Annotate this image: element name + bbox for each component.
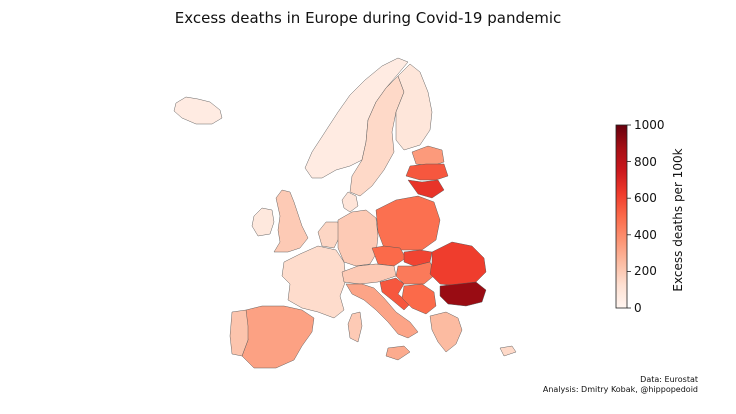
region-france — [281, 245, 347, 319]
region-spain — [241, 305, 315, 369]
region-finland — [395, 63, 433, 151]
region-benelux — [317, 221, 341, 249]
region-great-britain — [273, 189, 309, 253]
map-regions — [173, 57, 517, 369]
region-norway — [304, 57, 409, 179]
region-serbia-bosnia — [401, 283, 437, 315]
region-denmark — [341, 191, 359, 213]
region-romania — [429, 241, 487, 287]
analysis-credit: Analysis: Dmitry Kobak, @hippopedoid — [542, 385, 698, 394]
credits: Data: Eurostat Analysis: Dmitry Kobak, @… — [543, 375, 698, 395]
region-latvia — [405, 163, 449, 181]
colorbar — [615, 124, 628, 309]
region-estonia — [411, 145, 445, 167]
region-portugal — [229, 309, 249, 357]
region-sweden — [349, 75, 405, 197]
colorbar-tick-800: 800 — [634, 154, 657, 169]
colorbar-tick-600: 600 — [634, 191, 657, 206]
colorbar-label: Excess deaths per 100k — [671, 148, 685, 292]
colorbar-tick-0: 0 — [634, 301, 642, 315]
colorbar-tick-200: 200 — [634, 264, 657, 279]
region-austria-switzerland — [341, 263, 397, 285]
region-greece — [429, 311, 463, 353]
colorbar-tick-1000: 1000 — [634, 118, 665, 132]
colorbar-tick-400: 400 — [634, 227, 657, 242]
region-italy — [345, 283, 419, 339]
region-sicily — [385, 345, 411, 361]
data-source: Data: Eurostat — [640, 375, 698, 384]
region-ireland — [251, 207, 275, 237]
map-title: Excess deaths in Europe during Covid-19 … — [174, 9, 562, 27]
region-lithuania — [407, 179, 445, 199]
colorbar-ticks — [627, 124, 631, 309]
region-sardinia-corsica — [347, 311, 363, 343]
region-iceland — [173, 96, 223, 125]
region-bulgaria — [439, 281, 487, 307]
region-hungary — [395, 261, 437, 285]
region-cyprus — [499, 345, 517, 357]
region-germany — [337, 209, 379, 267]
region-poland — [375, 195, 441, 251]
